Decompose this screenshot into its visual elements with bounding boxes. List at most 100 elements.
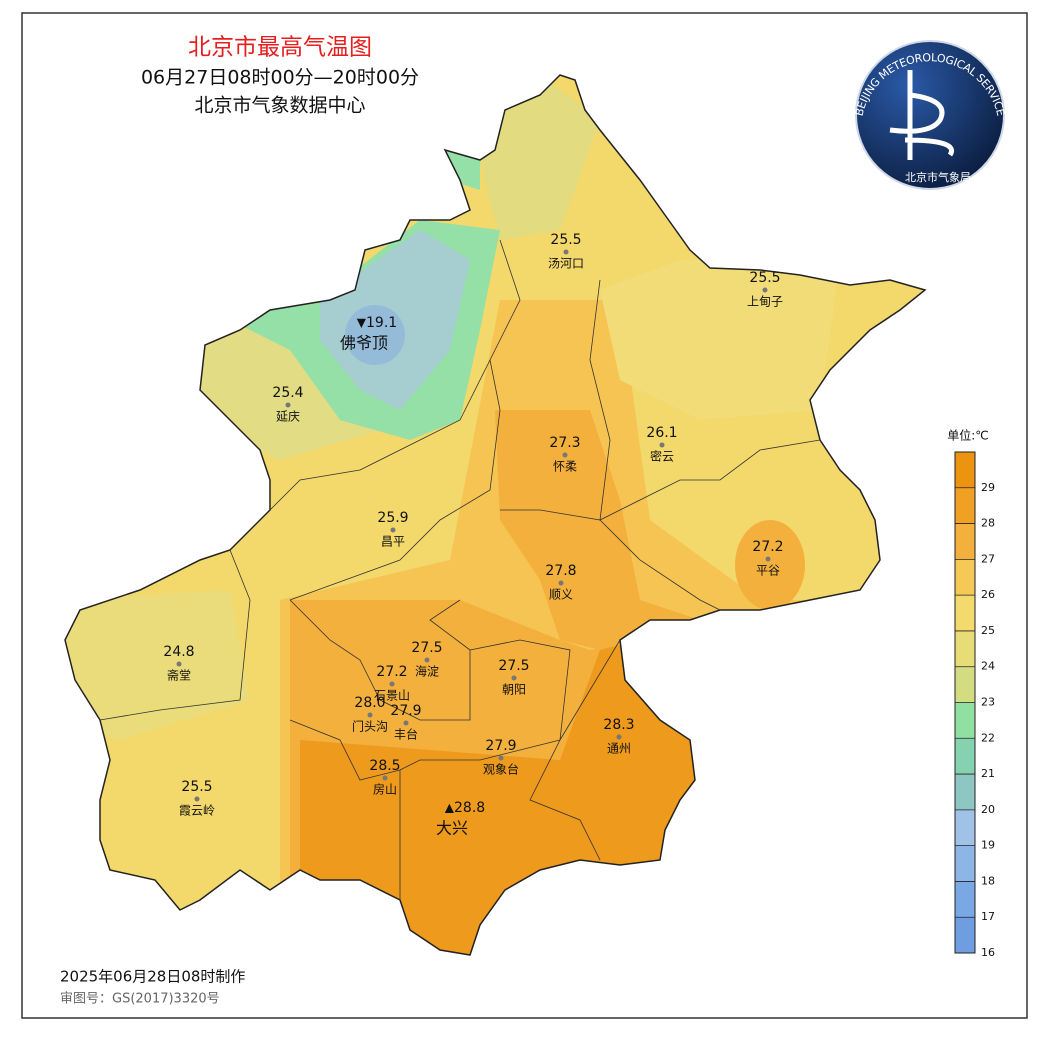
station-dot	[562, 452, 568, 458]
station-value: 25.5	[181, 779, 212, 795]
legend-tick-label: 27	[981, 552, 995, 565]
color-band	[955, 917, 975, 953]
footer-approval: 审图号：GS(2017)3320号	[60, 992, 220, 1007]
station-dot	[765, 556, 771, 562]
legend-title: 单位:℃	[947, 428, 989, 443]
station-dot	[194, 796, 200, 802]
legend-tick-label: 29	[981, 481, 995, 494]
extreme-symbol: ▼	[357, 316, 367, 330]
station-value: 24.8	[163, 644, 194, 660]
map-title: 北京市最高气温图	[188, 35, 372, 61]
station-value: 27.9	[485, 738, 516, 754]
station-dot	[558, 580, 564, 586]
station-value: 25.9	[377, 510, 408, 526]
legend-tick-label: 21	[981, 767, 995, 780]
color-band	[955, 487, 975, 524]
station-value: 27.2	[376, 664, 407, 680]
station-name: 昌平	[381, 535, 405, 549]
station-value: 25.5	[550, 232, 581, 248]
station-name: 汤河口	[548, 257, 584, 271]
extreme-symbol: ▲	[445, 801, 455, 815]
station-dot	[382, 775, 388, 781]
station-value: 28.0	[354, 695, 385, 711]
color-band	[955, 702, 975, 739]
station-value: 28.3	[603, 717, 634, 733]
station-value: 19.1	[366, 315, 397, 331]
legend-tick-label: 19	[981, 839, 995, 852]
footer-made: 2025年06月28日08时制作	[60, 968, 245, 986]
stations: 25.5 汤河口 25.5 上甸子 ▼ 19.1 佛爷顶 25.4 延庆 27.3 怀柔 26.1 密云…	[163, 232, 783, 838]
station-value: 28.8	[454, 800, 485, 816]
station-value: 26.1	[646, 425, 677, 441]
station-name: 石景山	[374, 689, 410, 703]
color-band	[955, 523, 975, 560]
station-dot	[176, 661, 182, 667]
station-value: 27.8	[545, 563, 576, 579]
legend-tick-label: 20	[981, 803, 995, 816]
station-value: 27.5	[498, 658, 529, 674]
color-band	[955, 595, 975, 631]
color-band	[955, 452, 975, 488]
station-dot	[424, 657, 430, 663]
color-band	[955, 630, 975, 667]
station-dot	[511, 675, 517, 681]
logo: BEIJING METEOROLOGICAL SERVICE 北京市气象局	[853, 40, 1007, 190]
station-name: 门头沟	[352, 719, 388, 734]
station-value: 27.2	[752, 539, 783, 555]
district-borders	[99, 239, 821, 900]
station-name: 朝阳	[502, 683, 526, 697]
legend-tick-label: 26	[981, 588, 995, 601]
station-value: 25.4	[272, 385, 303, 401]
logo-emblem	[889, 70, 954, 160]
color-legend: 16 17 18 19 20 21 22 23 24 25 26 27 28 29	[954, 451, 995, 959]
station-name: 佛爷顶	[340, 334, 388, 353]
color-band	[955, 738, 975, 775]
station-name: 霞云岭	[179, 804, 215, 818]
station-name: 海淀	[415, 664, 439, 679]
station-name: 丰台	[394, 727, 418, 742]
station-name: 斋堂	[167, 668, 191, 683]
color-band	[955, 809, 975, 846]
map-subtitle: 06月27日08时00分—20时00分	[141, 67, 419, 89]
station-name: 通州	[607, 742, 631, 756]
station-name: 观象台	[483, 762, 519, 777]
station-dot	[403, 720, 409, 726]
logo-agency: 北京市气象局	[905, 170, 971, 184]
legend-tick-label: 18	[981, 874, 995, 887]
station-dot	[498, 755, 504, 761]
station-dot	[367, 712, 373, 718]
station-dot	[563, 249, 569, 255]
legend-tick-label: 16	[981, 946, 995, 959]
station-dot	[389, 681, 395, 687]
station-dot	[285, 402, 291, 408]
logo-badge	[855, 40, 1005, 190]
station-name: 大兴	[436, 819, 468, 838]
station-dot	[762, 287, 768, 293]
station-name: 房山	[373, 782, 397, 797]
color-band	[955, 774, 975, 810]
station-name: 密云	[650, 449, 674, 464]
station-dot	[616, 734, 622, 740]
station-value: 28.5	[369, 758, 400, 774]
station-dot	[390, 527, 396, 533]
station-dot	[659, 442, 665, 448]
station-name: 延庆	[276, 410, 300, 424]
color-band	[955, 845, 975, 882]
station-value: 25.5	[749, 270, 780, 286]
color-band	[955, 559, 975, 596]
station-name: 平谷	[756, 564, 780, 578]
color-band	[955, 666, 975, 703]
legend-tick-label: 17	[981, 910, 995, 923]
station-value: 27.5	[411, 640, 442, 656]
legend-tick-label: 28	[981, 517, 995, 530]
color-band	[955, 881, 975, 918]
map-source: 北京市气象数据中心	[194, 95, 365, 117]
station-name: 顺义	[549, 588, 573, 602]
station-value: 27.3	[549, 435, 580, 451]
legend-tick-label: 25	[981, 624, 995, 637]
station-name: 怀柔	[553, 460, 577, 474]
station-name: 上甸子	[747, 295, 783, 309]
legend-tick-label: 22	[981, 731, 995, 744]
